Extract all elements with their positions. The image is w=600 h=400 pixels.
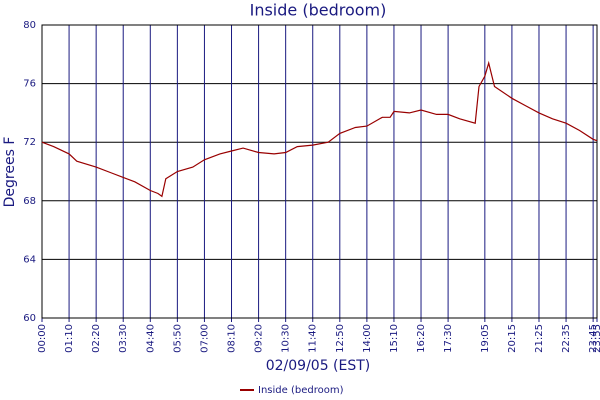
x-tick-label: 04:40: [145, 324, 156, 353]
legend-label: Inside (bedroom): [258, 385, 344, 396]
data-line: [41, 60, 598, 198]
x-tick-label: 23:55: [592, 324, 600, 353]
x-tick-label: 12:50: [335, 324, 346, 353]
plot-frame: [41, 24, 598, 319]
x-axis-title: 02/09/05 (EST): [266, 358, 371, 374]
x-tick-label: 08:10: [227, 324, 238, 353]
x-tick-label: 15:10: [389, 324, 400, 353]
x-tick-label: 14:00: [362, 324, 373, 353]
y-tick-label: 68: [23, 196, 36, 207]
chart-title: Inside (bedroom): [250, 1, 387, 20]
y-tick-label: 60: [23, 313, 36, 324]
x-tick-label: 11:40: [308, 324, 319, 353]
x-tick-label: 05:50: [172, 324, 183, 353]
x-tick-label: 09:20: [254, 324, 265, 353]
y-tick-label: 76: [23, 79, 36, 90]
x-tick-label: 07:00: [199, 324, 210, 353]
y-tick-label: 72: [23, 137, 36, 148]
x-tick-label: 10:30: [281, 324, 292, 353]
x-tick-label: 19:05: [480, 324, 491, 353]
x-tick-label: 22:35: [561, 324, 572, 353]
x-tick-label: 02:20: [91, 324, 102, 353]
y-axis-title: Degrees F: [2, 137, 18, 208]
y-tick-label: 80: [23, 20, 36, 31]
x-tick-label: 03:30: [118, 324, 129, 353]
x-tick-label: 23:45: [588, 324, 599, 353]
x-tick-label: 20:15: [507, 324, 518, 353]
x-tick-label: 17:30: [443, 324, 454, 353]
y-tick-label: 64: [23, 254, 36, 265]
x-tick-label: 01:10: [64, 324, 75, 353]
x-tick-label: 16:20: [416, 324, 427, 353]
x-tick-label: 00:00: [37, 324, 48, 353]
x-tick-label: 21:25: [534, 324, 545, 353]
